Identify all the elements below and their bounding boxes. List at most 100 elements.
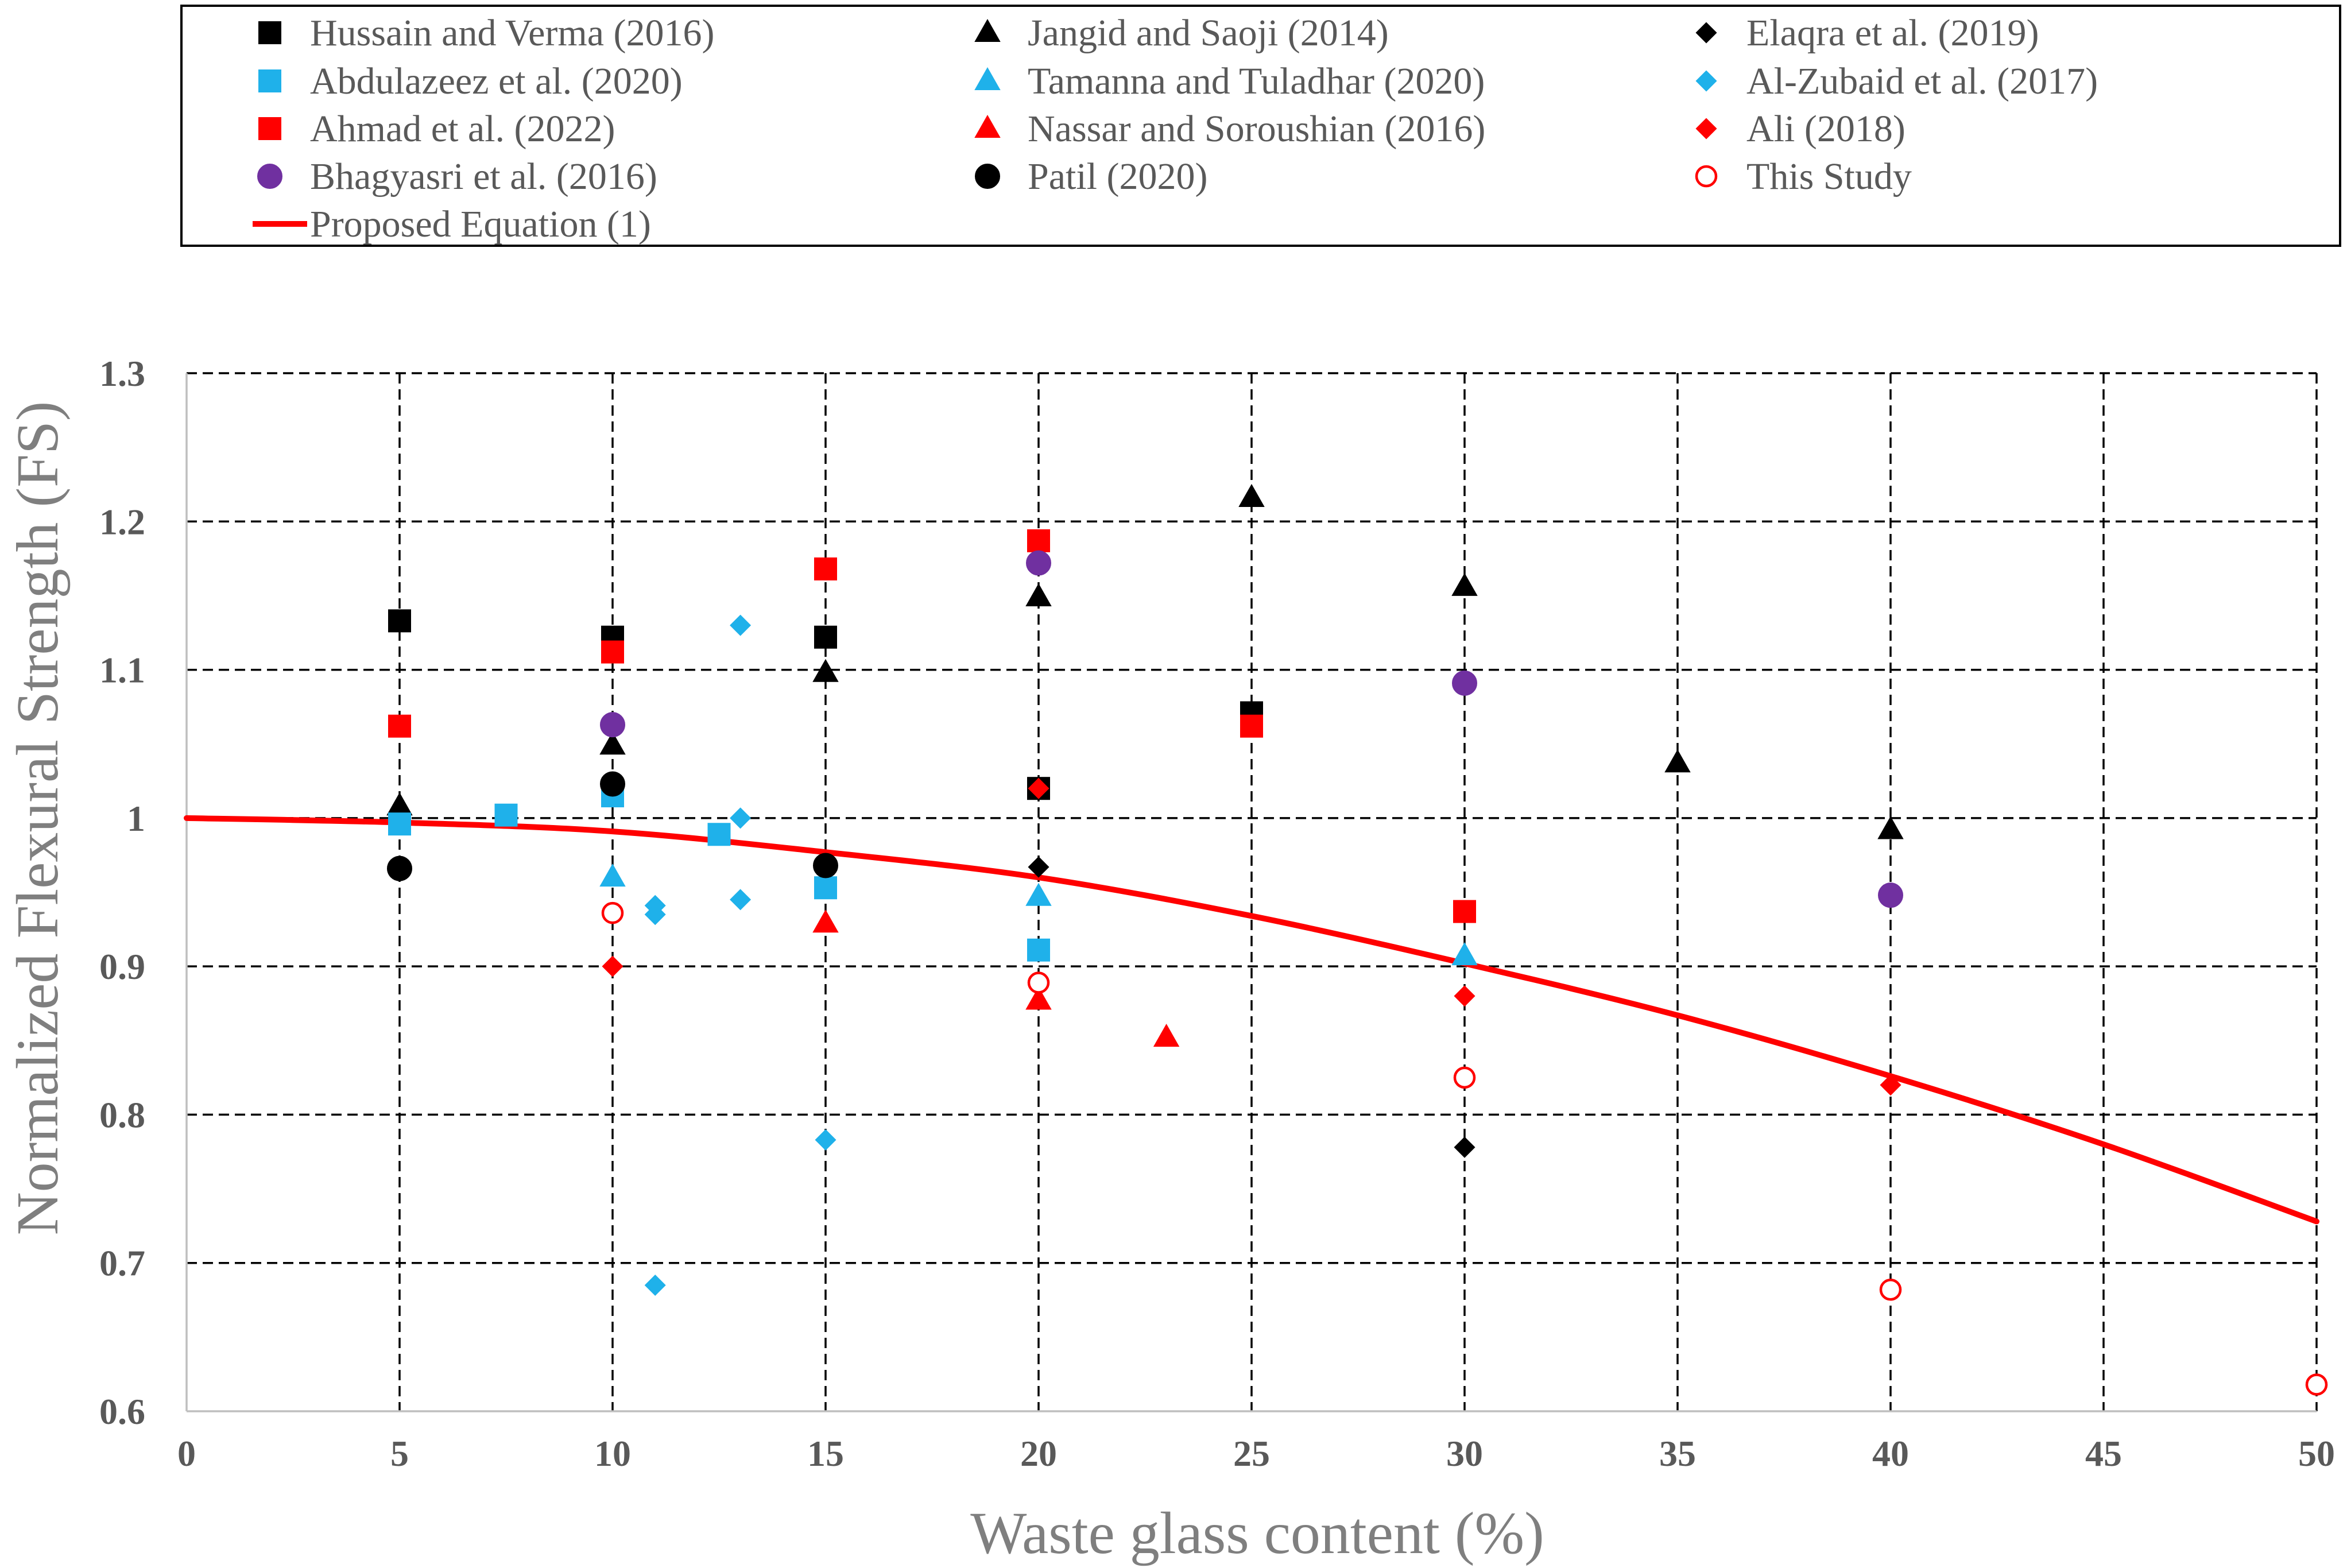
- data-point-hussain-and-verma-2016-2: [814, 625, 837, 649]
- x-tick-label: 30: [1446, 1433, 1483, 1474]
- legend-marker-this-study: [1695, 165, 1718, 188]
- legend-label-bhagyasri-et-al-2016: Bhagyasri et al. (2016): [310, 156, 657, 198]
- data-point-al-zubaid-et-al-2017-5: [730, 889, 752, 911]
- data-point-ahmad-et-al-2022-0: [388, 714, 411, 738]
- x-tick-label: 10: [594, 1433, 631, 1474]
- legend: Hussain and Verma (2016) Jangid and Saoji…: [180, 5, 2341, 247]
- legend-frame: [180, 5, 2341, 247]
- legend-label-elaqra-et-al-2019: Elaqra et al. (2019): [1746, 12, 2039, 54]
- data-point-jangid-and-saoji-2014-1: [599, 731, 626, 755]
- legend-marker-abdulazeez-et-al-2020: [258, 69, 281, 92]
- legend-marker-patil-2020: [975, 164, 1000, 189]
- data-point-nassar-and-soroushian-2016-1: [1025, 986, 1052, 1010]
- legend-marker-nassar-and-soroushian-2016: [974, 114, 1001, 138]
- data-point-jangid-and-saoji-2014-4: [1238, 483, 1265, 507]
- data-point-nassar-and-soroushian-2016-0: [812, 909, 839, 933]
- legend-marker-elaqra-et-al-2019: [1695, 22, 1717, 44]
- data-point-jangid-and-saoji-2014-6: [1664, 749, 1691, 773]
- data-point-al-zubaid-et-al-2017-3: [730, 614, 752, 636]
- data-point-this-study-1: [1027, 971, 1050, 994]
- data-point-this-study-4: [2305, 1373, 2328, 1396]
- data-point-ahmad-et-al-2022-4: [1240, 714, 1263, 738]
- legend-label-hussain-and-verma-2016: Hussain and Verma (2016): [310, 12, 714, 54]
- data-point-ali-2018-0: [602, 955, 623, 977]
- x-tick-label: 50: [2298, 1433, 2335, 1474]
- x-tick-label: 0: [177, 1433, 196, 1474]
- legend-label-patil-2020: Patil (2020): [1028, 156, 1207, 198]
- legend-marker-tamanna-and-tuladhar-2020: [974, 67, 1001, 90]
- data-point-jangid-and-saoji-2014-3: [1025, 583, 1052, 607]
- x-tick-label: 5: [390, 1433, 409, 1474]
- y-tick-label: 1.3: [99, 353, 145, 394]
- data-point-jangid-and-saoji-2014-2: [812, 659, 839, 682]
- data-point-al-zubaid-et-al-2017-1: [644, 904, 666, 926]
- data-point-ahmad-et-al-2022-3: [1027, 529, 1050, 552]
- data-point-patil-2020-0: [387, 855, 412, 881]
- x-tick-label: 15: [807, 1433, 844, 1474]
- data-point-jangid-and-saoji-2014-7: [1877, 816, 1904, 839]
- data-point-nassar-and-soroushian-2016-2: [1153, 1024, 1180, 1047]
- legend-label-ali-2018: Ali (2018): [1746, 108, 1906, 150]
- data-point-patil-2020-2: [813, 853, 838, 878]
- y-axis-title: Normalized Flexural Strength (FS): [5, 401, 71, 1236]
- legend-label-proposed-equation-1: Proposed Equation (1): [310, 203, 651, 245]
- legend-label-jangid-and-saoji-2014: Jangid and Saoji (2014): [1028, 12, 1389, 54]
- y-tick-label: 1.1: [99, 650, 145, 691]
- data-point-bhagyasri-et-al-2016-1: [1026, 550, 1051, 576]
- series-line-proposed-equation-1: [184, 815, 2319, 1225]
- x-tick-label: 45: [2085, 1433, 2122, 1474]
- legend-marker-ahmad-et-al-2022: [258, 117, 281, 140]
- y-tick-label: 1: [127, 798, 145, 839]
- data-point-elaqra-et-al-2019-1: [1454, 1136, 1475, 1158]
- legend-marker-al-zubaid-et-al-2017: [1695, 70, 1717, 92]
- x-tick-label: 40: [1872, 1433, 1909, 1474]
- data-point-bhagyasri-et-al-2016-3: [1878, 882, 1903, 908]
- x-tick-label: 20: [1020, 1433, 1057, 1474]
- legend-label-nassar-and-soroushian-2016: Nassar and Soroushian (2016): [1028, 108, 1485, 150]
- data-point-ali-2018-2: [1454, 985, 1475, 1007]
- data-point-ali-2018-1: [1028, 777, 1049, 799]
- data-point-this-study-3: [1879, 1278, 1902, 1301]
- data-point-tamanna-and-tuladhar-2020-0: [599, 864, 626, 887]
- legend-marker-ali-2018: [1695, 118, 1717, 140]
- y-tick-label: 0.9: [99, 946, 145, 987]
- data-point-this-study-2: [1453, 1066, 1476, 1089]
- legend-marker-hussain-and-verma-2016: [258, 21, 281, 44]
- data-point-abdulazeez-et-al-2020-3: [707, 823, 731, 846]
- data-point-tamanna-and-tuladhar-2020-1: [1025, 882, 1052, 906]
- legend-marker-bhagyasri-et-al-2016: [257, 164, 282, 189]
- legend-label-tamanna-and-tuladhar-2020: Tamanna and Tuladhar (2020): [1028, 60, 1485, 102]
- data-point-bhagyasri-et-al-2016-0: [600, 712, 625, 738]
- data-point-abdulazeez-et-al-2020-1: [494, 803, 518, 827]
- y-tick-label: 0.6: [99, 1391, 145, 1432]
- data-point-elaqra-et-al-2019-0: [1028, 856, 1049, 878]
- data-point-al-zubaid-et-al-2017-2: [644, 1274, 666, 1296]
- data-point-ahmad-et-al-2022-1: [601, 640, 624, 664]
- legend-label-ahmad-et-al-2022: Ahmad et al. (2022): [310, 108, 615, 150]
- legend-label-this-study: This Study: [1746, 156, 1912, 198]
- plot-area: 0 5 10 15 20 25 30 35 40 45 50 0.6 0.7 0.8 0.9 1 1.1 1.2 1…: [99, 353, 2335, 1474]
- data-point-tamanna-and-tuladhar-2020-2: [1451, 942, 1478, 966]
- data-point-ali-2018-3: [1880, 1074, 1901, 1096]
- legend-marker-jangid-and-saoji-2014: [974, 18, 1001, 42]
- data-point-ahmad-et-al-2022-5: [1453, 900, 1476, 923]
- y-tick-label: 1.2: [99, 501, 145, 542]
- data-point-jangid-and-saoji-2014-5: [1451, 572, 1478, 596]
- data-point-al-zubaid-et-al-2017-6: [815, 1129, 836, 1151]
- x-tick-label: 25: [1233, 1433, 1270, 1474]
- y-tick-label: 0.7: [99, 1243, 145, 1284]
- data-point-hussain-and-verma-2016-0: [388, 609, 411, 633]
- y-tick-label: 0.8: [99, 1094, 145, 1135]
- legend-label-al-zubaid-et-al-2017: Al-Zubaid et al. (2017): [1746, 60, 2098, 102]
- x-tick-label: 35: [1659, 1433, 1696, 1474]
- data-point-abdulazeez-et-al-2020-5: [1027, 938, 1050, 962]
- data-point-ahmad-et-al-2022-2: [814, 557, 837, 580]
- data-point-this-study-0: [601, 901, 624, 924]
- data-point-bhagyasri-et-al-2016-2: [1452, 670, 1477, 696]
- data-point-jangid-and-saoji-2014-0: [386, 792, 413, 816]
- data-point-al-zubaid-et-al-2017-4: [730, 807, 752, 829]
- data-point-abdulazeez-et-al-2020-0: [388, 812, 411, 836]
- x-axis-title: Waste glass content (%): [970, 1500, 1544, 1566]
- data-point-patil-2020-1: [600, 771, 625, 797]
